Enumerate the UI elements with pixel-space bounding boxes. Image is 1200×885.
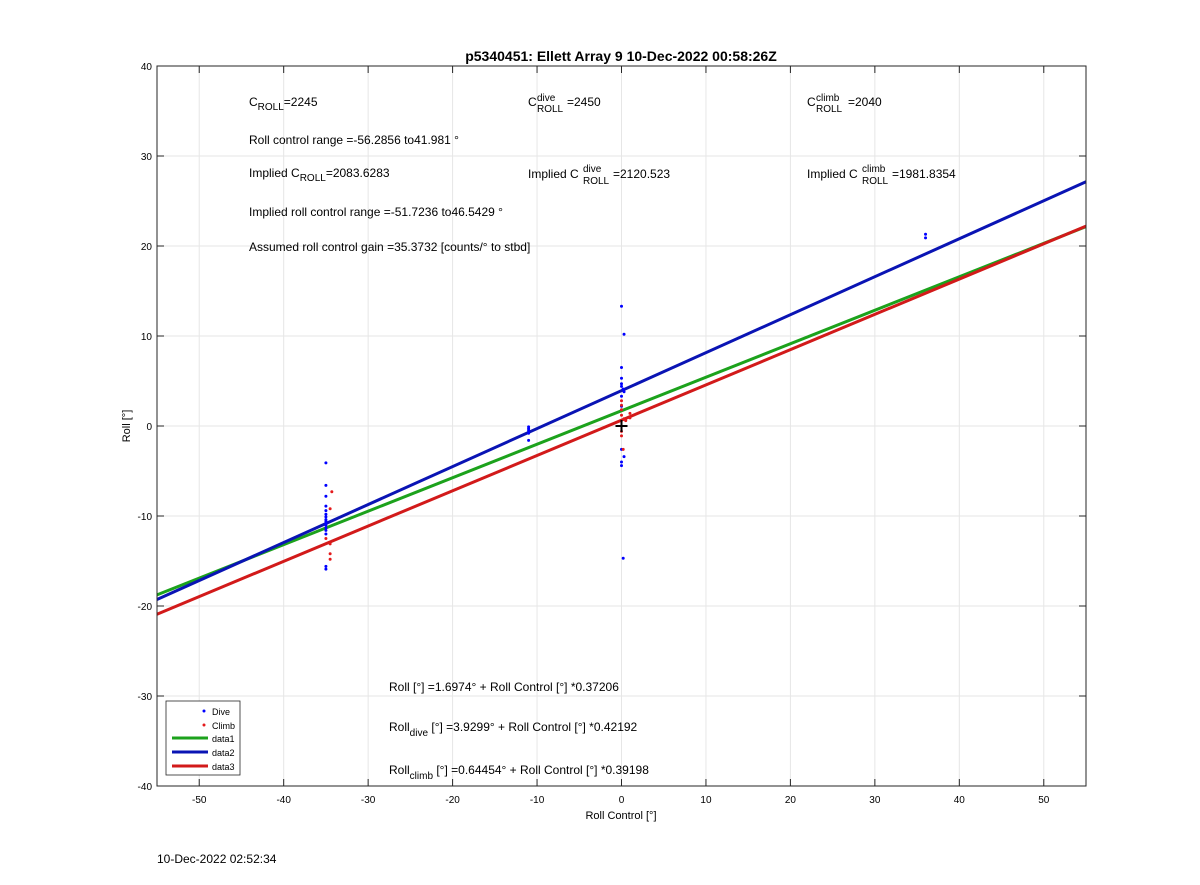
point-dive [527,429,531,432]
x-tick-label: -10 [530,795,545,806]
point-climb [324,537,328,540]
annotation-c-roll-climb: C climb ROLL =2040 [807,90,882,115]
data-points [324,232,928,571]
print-timestamp: 10-Dec-2022 02:52:34 [157,852,277,866]
point-dive [324,483,328,487]
annotation-implied-range: Implied roll control range =-51.7236 to4… [249,205,503,219]
point-dive [620,394,623,398]
point-climb [621,447,625,451]
point-dive [527,438,531,442]
point-dive [324,509,328,513]
point-dive [621,556,625,560]
point-dive [622,390,626,394]
point-dive [324,515,328,519]
y-tick-label: 0 [146,422,152,433]
annotation-implied-c-roll-climb: Implied C climb ROLL =1981.8354 [807,161,956,187]
point-dive [324,494,328,498]
legend-label-data3: data3 [212,762,235,772]
x-tick-label: -50 [192,795,207,806]
x-axis-label: Roll Control [°] [585,810,656,822]
point-dive [324,523,328,527]
y-tick-label: -10 [138,512,153,523]
legend-marker-dive [202,709,206,713]
point-climb [620,434,623,438]
point-dive [622,455,626,459]
x-tick-label: -20 [445,795,460,806]
point-dive [324,532,328,536]
x-tick-label: 0 [619,795,625,806]
point-climb [328,507,332,511]
point-dive [620,304,623,308]
point-dive [324,564,328,568]
series-line-data2 [156,180,1087,601]
point-climb [328,552,332,556]
point-dive [620,376,623,380]
point-dive [324,512,328,516]
legend-label-climb: Climb [212,721,235,731]
point-climb [620,399,623,403]
point-climb [624,419,628,423]
annotation-fit-dive: Rolldive [°] =3.9299° + Roll Control [°]… [389,720,638,739]
y-tick-label: 10 [141,332,153,343]
point-dive [324,567,328,571]
point-climb [620,403,623,407]
annotation-gain: Assumed roll control gain =35.3732 [coun… [249,240,530,254]
annotation-implied-c-roll: Implied CROLL=2083.6283 [249,166,390,184]
point-climb [628,411,632,415]
point-dive [924,236,928,240]
point-climb [620,408,623,412]
y-tick-label: -20 [138,602,153,613]
legend-label-dive: Dive [212,707,230,717]
annotation-c-roll-dive: C dive ROLL =2450 [528,90,601,115]
origin-marker [615,420,628,432]
point-dive [620,366,623,369]
point-climb [330,490,334,494]
point-dive [324,461,328,465]
x-tick-label: -40 [276,795,291,806]
x-tick-label: -30 [361,795,376,806]
x-tick-label: 50 [1038,795,1050,806]
annotation-fit-climb: Rollclimb [°] =0.64454° + Roll Control [… [389,763,649,782]
y-axis-label: Roll [°] [121,410,133,443]
point-dive [324,528,328,532]
point-dive [622,332,626,336]
chart-title: p5340451: Ellett Array 9 10-Dec-2022 00:… [465,48,777,64]
axis-ticks: -50 -40 -30 -20 -10 0 10 20 30 40 50 -40 -30 -20 -10 0 1… [138,62,1086,806]
annotation-implied-c-roll-dive: Implied C dive ROLL =2120.523 [528,161,670,187]
y-tick-label: -30 [138,692,153,703]
point-climb [328,557,332,561]
point-dive [620,464,623,468]
point-dive [324,526,328,530]
point-dive [620,460,623,464]
point-dive [527,431,531,435]
legend: Dive Climb data1 data2 data3 [165,700,241,776]
x-tick-label: 40 [954,795,966,806]
x-tick-label: 30 [869,795,881,806]
legend-label-data2: data2 [212,748,235,758]
annotation-c-roll: CROLL=2245 [249,95,318,113]
y-tick-label: -40 [138,782,153,793]
point-dive [621,387,625,391]
point-climb [620,413,623,417]
y-tick-label: 20 [141,242,153,253]
x-tick-label: 20 [785,795,797,806]
point-dive [620,384,623,388]
point-dive [324,504,328,508]
legend-label-data1: data1 [212,734,235,744]
annotation-fit-all: Roll [°] =1.6974° + Roll Control [°] *0.… [389,680,619,694]
y-tick-label: 40 [141,62,153,73]
legend-marker-climb [202,723,206,727]
x-tick-label: 10 [700,795,712,806]
y-tick-label: 30 [141,152,153,163]
point-dive [924,232,928,236]
point-climb [328,542,332,546]
point-dive [620,382,623,386]
annotation-roll-control-range: Roll control range =-56.2856 to41.981 ° [249,133,459,147]
point-climb [628,416,632,420]
